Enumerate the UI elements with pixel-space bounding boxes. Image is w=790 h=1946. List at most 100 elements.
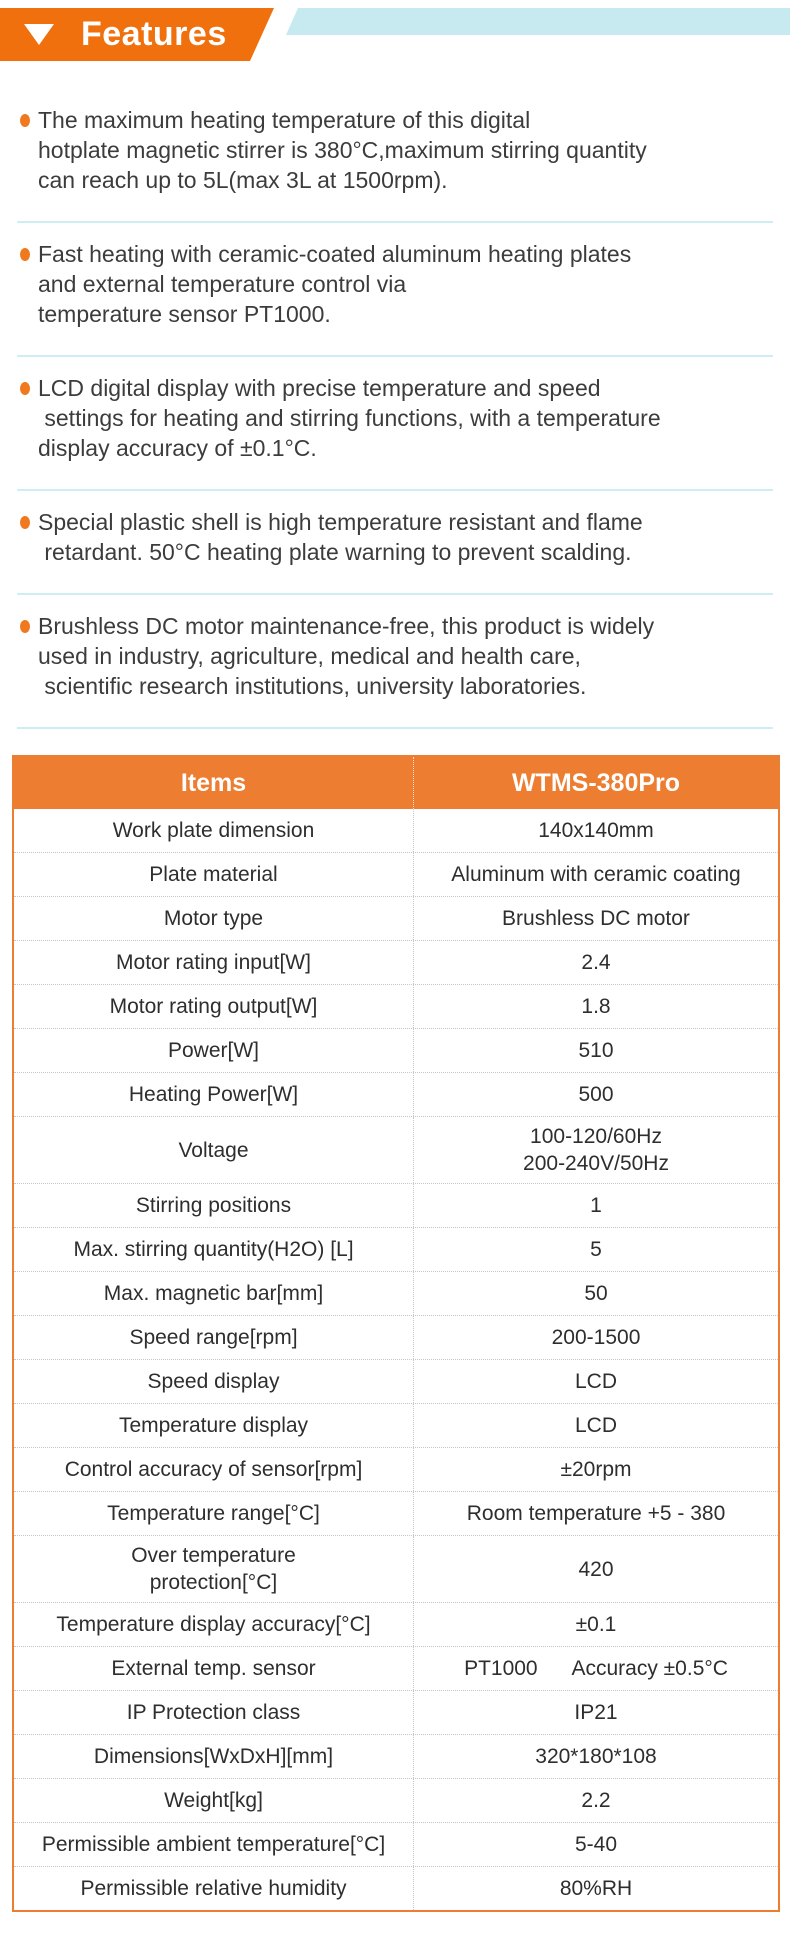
spec-table-body: Work plate dimension 140x140mm Plate mat… (14, 809, 778, 1910)
spec-item-cell: Speed display (14, 1360, 414, 1403)
spec-value-cell: 420 (414, 1536, 778, 1602)
spec-value: 5 (590, 1238, 602, 1261)
spec-item-cell: Permissible ambient temperature[°C] (14, 1823, 414, 1866)
spec-item-label: Speed range[rpm] (129, 1326, 298, 1349)
spec-item-cell: IP Protection class (14, 1691, 414, 1734)
spec-item-cell: Motor rating input[W] (14, 941, 414, 984)
features-list: The maximum heating temperature of this … (17, 89, 773, 729)
feature-text: The maximum heating temperature of this … (38, 107, 647, 193)
spec-item-cell: External temp. sensor (14, 1647, 414, 1690)
spec-value: 100-120/60Hz 200-240V/50Hz (523, 1125, 669, 1175)
spec-item-label: Max. stirring quantity(H2O) [L] (73, 1238, 354, 1261)
triangle-down-icon (24, 24, 54, 45)
spec-value-cell: LCD (414, 1360, 778, 1403)
feature-text: Fast heating with ceramic-coated aluminu… (38, 241, 632, 327)
spec-item-cell: Weight[kg] (14, 1779, 414, 1822)
spec-value-cell: 5 (414, 1228, 778, 1271)
spec-value: 2.2 (581, 1789, 611, 1812)
table-row: Temperature range[°C] Room temperature +… (14, 1491, 778, 1535)
table-row: Stirring positions 1 (14, 1183, 778, 1227)
table-row: Permissible ambient temperature[°C] 5-40 (14, 1822, 778, 1866)
spec-item-cell: Motor rating output[W] (14, 985, 414, 1028)
spec-value: ±20rpm (560, 1458, 632, 1481)
table-row: Power[W] 510 (14, 1028, 778, 1072)
spec-item-label: Dimensions[WxDxH][mm] (93, 1745, 334, 1768)
spec-value-cell: Room temperature +5 - 380 (414, 1492, 778, 1535)
spec-value: 1 (590, 1194, 602, 1217)
spec-value-cell: ±0.1 (414, 1603, 778, 1646)
spec-value-cell: 2.2 (414, 1779, 778, 1822)
spec-value: 500 (578, 1083, 614, 1106)
spec-value: 2.4 (581, 951, 611, 974)
spec-value-cell: 100-120/60Hz 200-240V/50Hz (414, 1117, 778, 1183)
spec-item-label: Motor rating output[W] (109, 995, 318, 1018)
table-row: IP Protection class IP21 (14, 1690, 778, 1734)
spec-item-label: Permissible relative humidity (80, 1877, 347, 1900)
spec-item-cell: Stirring positions (14, 1184, 414, 1227)
spec-item-label: Permissible ambient temperature[°C] (41, 1833, 386, 1856)
spec-value: PT1000 Accuracy ±0.5°C (464, 1657, 728, 1680)
spec-item-label: Voltage (178, 1138, 249, 1162)
spec-item-label: Weight[kg] (164, 1789, 263, 1812)
feature-item: Brushless DC motor maintenance-free, thi… (17, 595, 773, 729)
table-row: Over temperature protection[°C] 420 (14, 1535, 778, 1602)
table-row: Motor rating input[W] 2.4 (14, 940, 778, 984)
table-row: External temp. sensor PT1000 Accuracy ±0… (14, 1646, 778, 1690)
table-row: Max. magnetic bar[mm] 50 (14, 1271, 778, 1315)
table-row: Temperature display LCD (14, 1403, 778, 1447)
spec-table-header: Items WTMS-380Pro (14, 757, 778, 809)
bullet-icon (20, 114, 30, 127)
bullet-icon (20, 620, 30, 633)
feature-text: Special plastic shell is high temperatur… (38, 509, 643, 565)
spec-value-cell: 2.4 (414, 941, 778, 984)
spec-item-cell: Voltage (14, 1117, 414, 1183)
spec-item-label: Motor type (163, 907, 264, 930)
spec-item-label: Speed display (147, 1370, 280, 1393)
features-banner: Features (0, 8, 274, 61)
spec-value: LCD (574, 1414, 617, 1437)
spec-value: 420 (578, 1557, 614, 1581)
column-header-items: Items (14, 757, 414, 809)
spec-item-cell: Temperature display (14, 1404, 414, 1447)
spec-item-cell: Motor type (14, 897, 414, 940)
spec-item-label: Power[W] (167, 1039, 259, 1062)
spec-item-label: Temperature display (118, 1414, 309, 1437)
page-title: Features (81, 15, 227, 53)
spec-item-label: Heating Power[W] (128, 1083, 299, 1106)
spec-item-cell: Permissible relative humidity (14, 1867, 414, 1910)
feature-item: LCD digital display with precise tempera… (17, 357, 773, 491)
table-row: Speed display LCD (14, 1359, 778, 1403)
bullet-icon (20, 516, 30, 529)
spec-value: Aluminum with ceramic coating (451, 863, 741, 886)
spec-item-label: Max. magnetic bar[mm] (103, 1282, 324, 1305)
spec-item-cell: Max. magnetic bar[mm] (14, 1272, 414, 1315)
spec-item-cell: Power[W] (14, 1029, 414, 1072)
table-row: Work plate dimension 140x140mm (14, 809, 778, 852)
feature-item: Special plastic shell is high temperatur… (17, 491, 773, 595)
spec-value: 140x140mm (538, 819, 654, 842)
spec-value-cell: Aluminum with ceramic coating (414, 853, 778, 896)
header-accent-strip (286, 8, 790, 35)
spec-value-cell: 1 (414, 1184, 778, 1227)
spec-item-label: Motor rating input[W] (116, 951, 311, 974)
table-row: Dimensions[WxDxH][mm] 320*180*108 (14, 1734, 778, 1778)
spec-value: 200-1500 (551, 1326, 641, 1349)
spec-item-label: Over temperature protection[°C] (131, 1544, 296, 1594)
spec-item-label: Control accuracy of sensor[rpm] (64, 1458, 363, 1481)
spec-item-label: Work plate dimension (112, 819, 315, 842)
table-row: Permissible relative humidity 80%RH (14, 1866, 778, 1910)
page-header: Features (0, 8, 790, 69)
column-header-model: WTMS-380Pro (511, 768, 681, 797)
feature-item: Fast heating with ceramic-coated aluminu… (17, 223, 773, 357)
spec-item-cell: Over temperature protection[°C] (14, 1536, 414, 1602)
spec-value-cell: ±20rpm (414, 1448, 778, 1491)
spec-table: Items WTMS-380Pro Work plate dimension 1… (12, 755, 780, 1912)
spec-value: ±0.1 (575, 1613, 617, 1636)
table-row: Motor rating output[W] 1.8 (14, 984, 778, 1028)
spec-item-label: External temp. sensor (111, 1657, 316, 1680)
spec-value-cell: 140x140mm (414, 809, 778, 852)
spec-value-cell: 80%RH (414, 1867, 778, 1910)
spec-value: 50 (584, 1282, 608, 1305)
bullet-icon (20, 382, 30, 395)
table-row: Speed range[rpm] 200-1500 (14, 1315, 778, 1359)
